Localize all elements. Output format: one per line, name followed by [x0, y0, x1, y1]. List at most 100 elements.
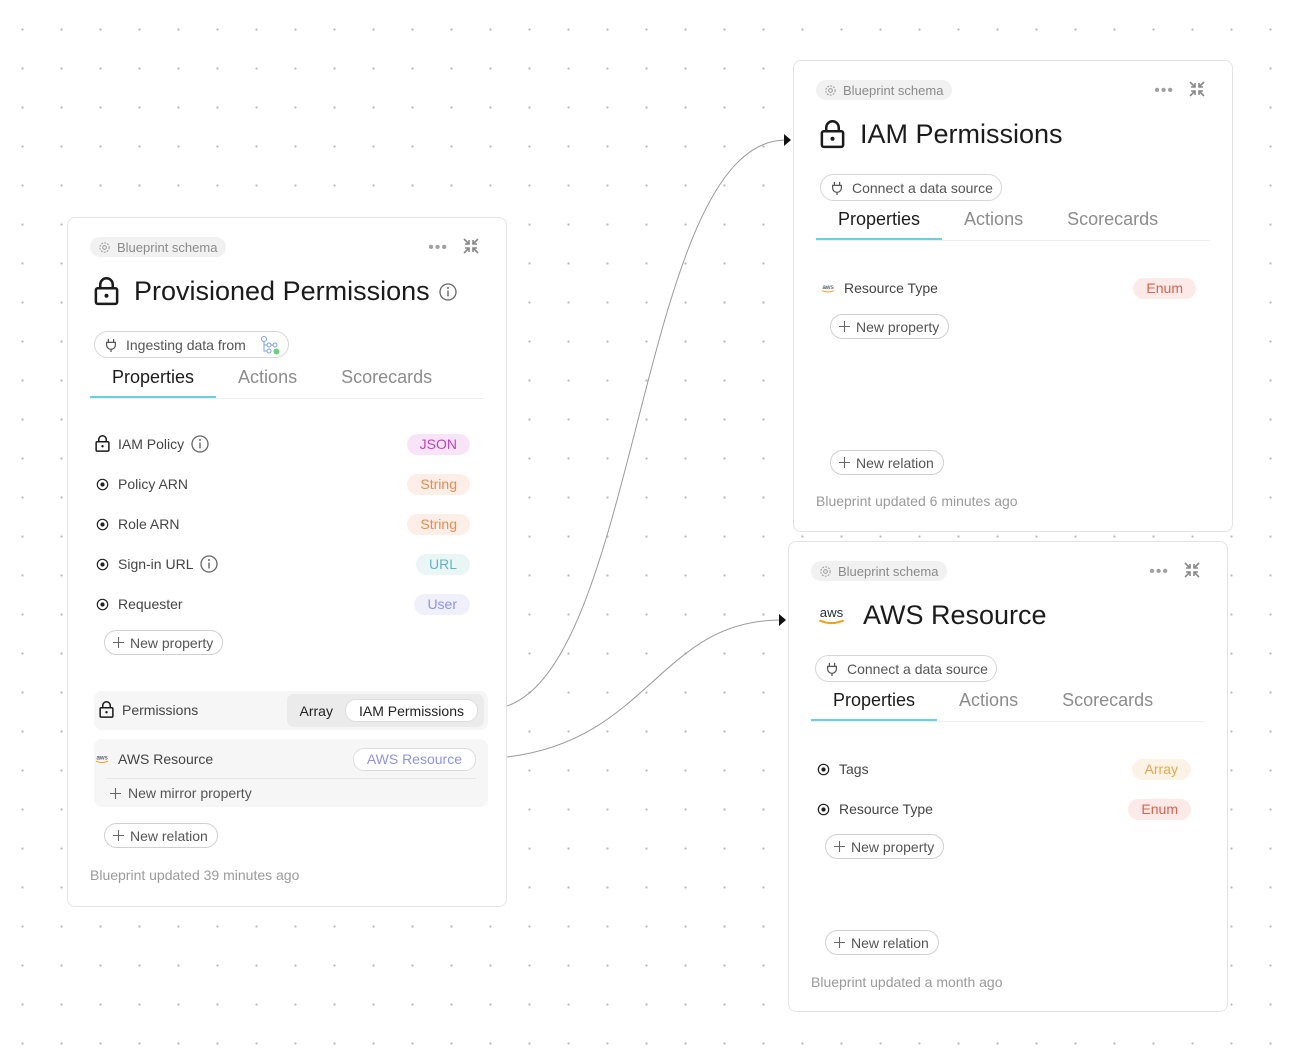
plus-icon [839, 457, 850, 468]
blueprint-title: IAM Permissions [820, 119, 1063, 150]
collapse-button[interactable] [462, 237, 482, 257]
property-row[interactable]: Resource Type Enum [815, 796, 1191, 822]
title-text: Provisioned Permissions [134, 276, 430, 306]
arrowhead-icon [779, 614, 786, 626]
property-type-badge: Enum [1128, 798, 1191, 820]
divider [106, 778, 476, 779]
relation-row[interactable]: Permissions Array IAM Permissions [98, 694, 484, 727]
gear-icon [824, 84, 837, 97]
property-row[interactable]: Requester User [94, 591, 470, 617]
radio-dot-icon [815, 803, 831, 816]
collapse-button[interactable] [1188, 80, 1208, 100]
tab-properties[interactable]: Properties [811, 687, 938, 721]
title-text: IAM Permissions [860, 119, 1063, 149]
property-type-badge: JSON [406, 433, 470, 455]
relation-label: AWS Resource [118, 751, 214, 767]
radio-dot-icon [815, 763, 831, 776]
new-property-button[interactable]: New property [830, 314, 950, 339]
gear-icon [98, 241, 111, 254]
title-text: AWS Resource [863, 600, 1047, 630]
tab-properties[interactable]: Properties [90, 364, 217, 398]
tab-bar: Properties Actions Scorecards [90, 364, 484, 399]
radio-dot-icon [94, 478, 110, 491]
relation-row[interactable]: aws AWS Resource AWS Resource [94, 746, 476, 772]
plus-icon [110, 787, 121, 799]
data-source-button[interactable]: Ingesting data from [94, 331, 289, 358]
radio-dot-icon [94, 598, 110, 611]
blueprint-updated-text: Blueprint updated 6 minutes ago [816, 493, 1018, 509]
data-source-button[interactable]: Connect a data source [815, 655, 997, 682]
plus-icon [839, 321, 850, 332]
plus-icon [113, 637, 124, 648]
new-relation-button[interactable]: New relation [104, 823, 218, 848]
lock-icon [94, 277, 119, 306]
blueprint-schema-badge[interactable]: Blueprint schema [811, 561, 948, 581]
tab-scorecards[interactable]: Scorecards [1067, 209, 1159, 229]
svg-text:aws: aws [822, 284, 833, 291]
more-options-button[interactable]: ••• [1149, 563, 1169, 580]
relation-box: Permissions Array IAM Permissions [94, 691, 488, 730]
tab-scorecards[interactable]: Scorecards [341, 367, 433, 387]
relation-target-badge[interactable]: IAM Permissions [344, 699, 478, 722]
blueprint-card-aws-resource[interactable]: Blueprint schema ••• aws AWS Resource Connec… [788, 541, 1228, 1012]
property-type-badge: String [407, 513, 470, 535]
blueprint-card-iam-permissions[interactable]: Blueprint schema ••• IAM Permissions Connec… [793, 60, 1233, 532]
relation-label: Permissions [122, 702, 199, 718]
property-label: Policy ARN [118, 476, 189, 492]
tab-actions[interactable]: Actions [238, 367, 298, 387]
tab-properties[interactable]: Properties [816, 206, 943, 240]
tab-scorecards[interactable]: Scorecards [1062, 690, 1154, 710]
tab-actions[interactable]: Actions [959, 690, 1019, 710]
new-relation-button[interactable]: New relation [825, 930, 939, 955]
plug-icon [830, 181, 844, 195]
connector-permissions [506, 139, 787, 707]
radio-dot-icon [94, 518, 110, 531]
property-label: IAM Policy [118, 436, 185, 452]
new-property-button[interactable]: New property [104, 630, 224, 655]
plug-icon [825, 662, 839, 676]
new-mirror-property-label: New mirror property [128, 785, 252, 801]
blueprint-updated-text: Blueprint updated a month ago [811, 974, 1003, 990]
relation-cardinality: Array [299, 702, 333, 719]
new-property-button[interactable]: New property [825, 834, 945, 859]
property-label: Resource Type [839, 801, 933, 817]
plus-icon [834, 841, 845, 852]
plug-icon [104, 338, 118, 352]
new-mirror-property-button[interactable]: New mirror property [110, 785, 252, 801]
collapse-button[interactable] [1183, 561, 1203, 581]
blueprint-card-provisioned-permissions[interactable]: Blueprint schema ••• Provisioned Permissio… [67, 217, 507, 907]
data-source-label: Connect a data source [847, 660, 988, 677]
tab-actions[interactable]: Actions [964, 209, 1024, 229]
blueprint-updated-text: Blueprint updated 39 minutes ago [90, 867, 300, 883]
property-row[interactable]: IAM Policy JSON [94, 431, 470, 457]
property-row[interactable]: Sign-in URL URL [94, 551, 470, 577]
blueprint-schema-badge[interactable]: Blueprint schema [816, 80, 953, 100]
property-label: Role ARN [118, 516, 180, 532]
data-source-button[interactable]: Connect a data source [820, 174, 1002, 201]
new-property-label: New property [851, 838, 935, 855]
property-type-badge: User [414, 593, 470, 615]
new-relation-button[interactable]: New relation [830, 450, 944, 475]
blueprint-schema-badge[interactable]: Blueprint schema [90, 237, 227, 257]
data-source-label: Connect a data source [852, 179, 993, 196]
blueprint-title: Provisioned Permissions [94, 276, 457, 307]
tab-bar: Properties Actions Scorecards [816, 206, 1210, 241]
new-relation-label: New relation [851, 934, 929, 951]
property-row[interactable]: Policy ARN String [94, 471, 470, 497]
tab-bar: Properties Actions Scorecards [811, 687, 1205, 722]
property-row[interactable]: aws Resource Type Enum [820, 275, 1196, 301]
new-relation-label: New relation [130, 827, 208, 844]
property-row[interactable]: Role ARN String [94, 511, 470, 537]
schema-label: Blueprint schema [838, 563, 939, 579]
property-type-badge: String [407, 473, 470, 495]
property-row[interactable]: Tags Array [815, 756, 1191, 782]
relation-type-group: Array IAM Permissions [286, 694, 484, 727]
info-icon [200, 555, 219, 573]
more-options-button[interactable]: ••• [1154, 82, 1174, 99]
relation-target-badge[interactable]: AWS Resource [352, 747, 476, 771]
more-options-button[interactable]: ••• [428, 239, 448, 256]
new-relation-label: New relation [856, 454, 934, 471]
lock-icon [98, 701, 114, 719]
aws-icon: aws [820, 282, 836, 295]
